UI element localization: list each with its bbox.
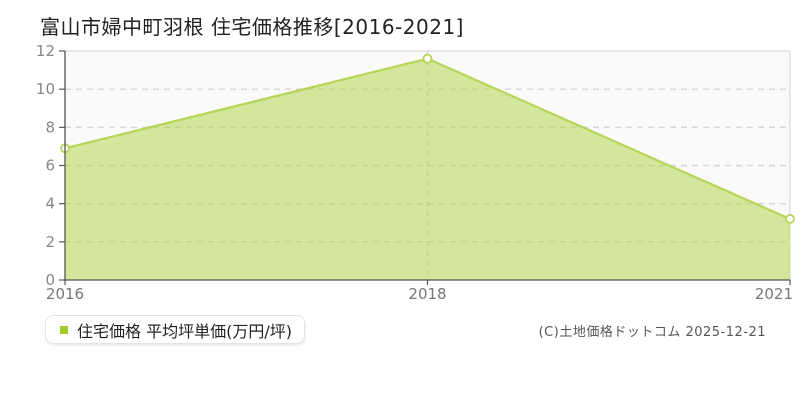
plot-border: [65, 50, 791, 280]
copyright-text: (C)土地価格ドットコム 2025-12-21: [538, 325, 766, 340]
data-point: [785, 214, 795, 224]
y-axis-label: 6: [45, 157, 55, 175]
legend: 住宅価格 平均坪単価(万円/坪): [45, 315, 305, 344]
y-axis-label: 10: [36, 80, 55, 98]
x-axis-label: 2016: [46, 285, 84, 303]
chart-title: 富山市婦中町羽根 住宅価格推移[2016-2021]: [40, 15, 464, 39]
legend-label: 住宅価格 平均坪単価(万円/坪): [77, 321, 292, 341]
area-series: [65, 58, 790, 281]
y-axis-label: 4: [45, 195, 55, 213]
x-axis-label: 2018: [408, 285, 446, 303]
y-axis-label: 8: [45, 118, 55, 136]
y-axis-label: 0: [45, 271, 55, 289]
y-axis-label: 2: [45, 233, 55, 251]
data-point: [422, 53, 433, 64]
x-axis-label: 2021: [755, 285, 793, 303]
series-marker-icon: [60, 325, 68, 334]
y-axis-label: 12: [36, 42, 55, 60]
price-chart: 0 2 4 6 8 10 12 2016 2018 2021: [36, 42, 795, 303]
